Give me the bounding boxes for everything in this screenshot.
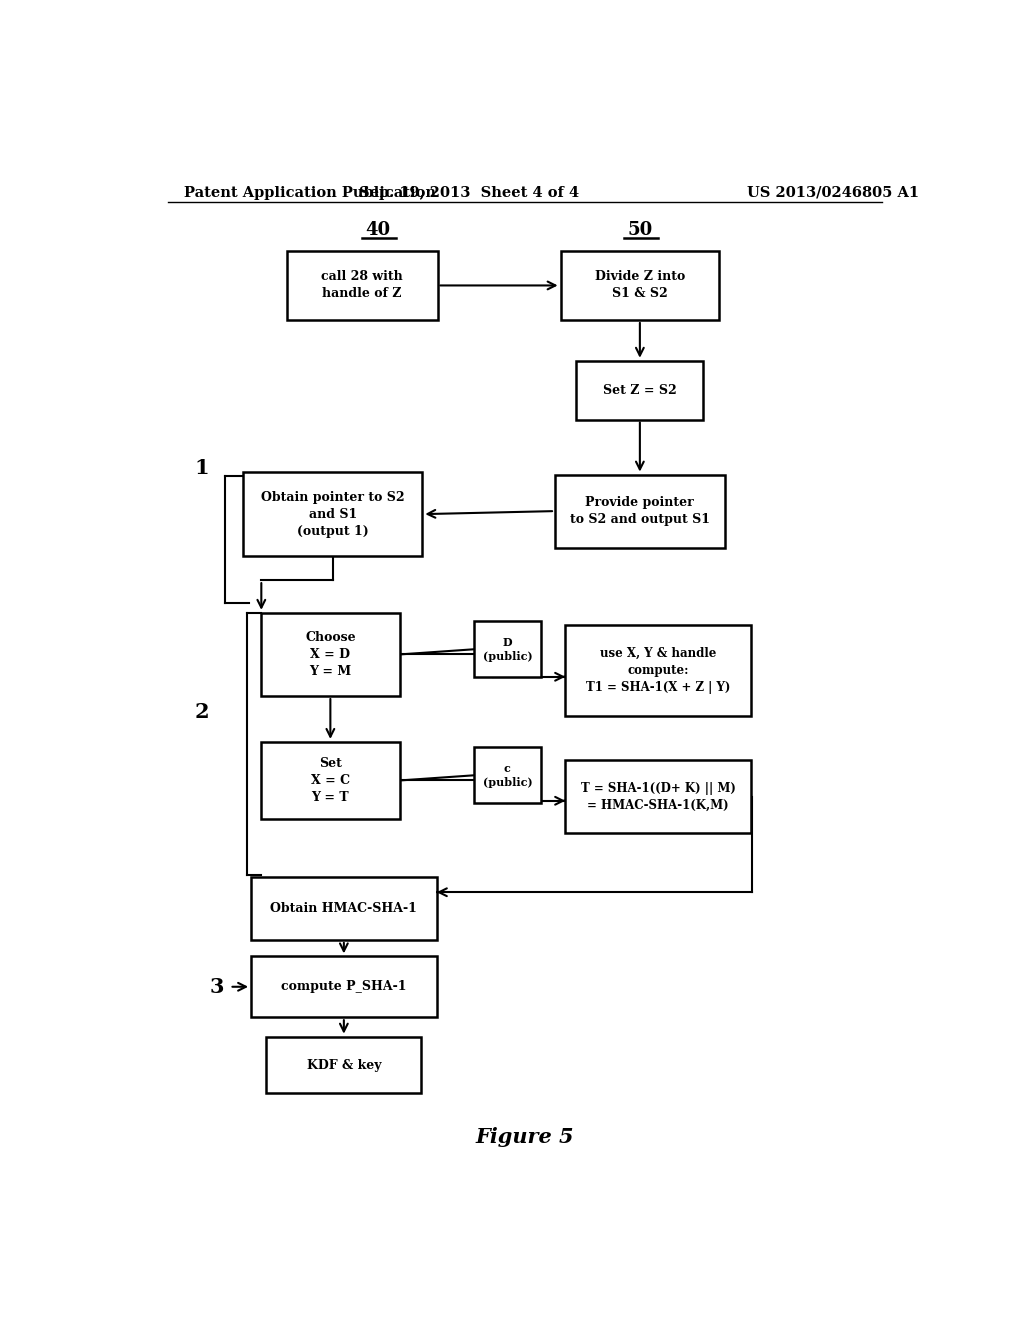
Text: 2: 2	[195, 702, 209, 722]
Text: compute P_SHA-1: compute P_SHA-1	[282, 981, 407, 993]
FancyBboxPatch shape	[577, 360, 703, 420]
Text: D
(public): D (public)	[482, 636, 532, 663]
FancyBboxPatch shape	[555, 474, 725, 548]
Text: Provide pointer
to S2 and output S1: Provide pointer to S2 and output S1	[570, 496, 710, 527]
FancyBboxPatch shape	[560, 251, 719, 319]
FancyBboxPatch shape	[565, 624, 752, 717]
Text: Obtain pointer to S2
and S1
(output 1): Obtain pointer to S2 and S1 (output 1)	[261, 491, 404, 537]
Text: c
(public): c (public)	[482, 763, 532, 788]
Text: use X, Y & handle
compute:
T1 = SHA-1(X + Z | Y): use X, Y & handle compute: T1 = SHA-1(X …	[586, 647, 730, 694]
Text: US 2013/0246805 A1: US 2013/0246805 A1	[748, 186, 920, 199]
FancyBboxPatch shape	[244, 473, 422, 556]
Text: Set Z = S2: Set Z = S2	[603, 384, 677, 396]
Text: 40: 40	[366, 220, 390, 239]
FancyBboxPatch shape	[251, 876, 437, 940]
FancyBboxPatch shape	[251, 956, 437, 1018]
Text: 1: 1	[195, 458, 209, 478]
FancyBboxPatch shape	[287, 251, 437, 319]
Text: Patent Application Publication: Patent Application Publication	[183, 186, 435, 199]
Text: Divide Z into
S1 & S2: Divide Z into S1 & S2	[595, 271, 685, 301]
Text: Sep. 19, 2013  Sheet 4 of 4: Sep. 19, 2013 Sheet 4 of 4	[359, 186, 580, 199]
Text: KDF & key: KDF & key	[306, 1059, 381, 1072]
FancyBboxPatch shape	[474, 622, 541, 677]
FancyBboxPatch shape	[565, 760, 752, 833]
FancyBboxPatch shape	[474, 747, 541, 804]
Text: Figure 5: Figure 5	[475, 1127, 574, 1147]
Text: call 28 with
handle of Z: call 28 with handle of Z	[322, 271, 403, 301]
Text: 3: 3	[210, 977, 224, 997]
Text: Choose
X = D
Y = M: Choose X = D Y = M	[305, 631, 355, 678]
Text: Obtain HMAC-SHA-1: Obtain HMAC-SHA-1	[270, 902, 418, 915]
FancyBboxPatch shape	[266, 1038, 421, 1093]
FancyBboxPatch shape	[261, 612, 399, 696]
Text: 50: 50	[628, 220, 652, 239]
FancyBboxPatch shape	[261, 742, 399, 818]
Text: T = SHA-1((D+ K) || M)
= HMAC-SHA-1(K,M): T = SHA-1((D+ K) || M) = HMAC-SHA-1(K,M)	[581, 781, 735, 812]
Text: Set
X = C
Y = T: Set X = C Y = T	[311, 756, 350, 804]
